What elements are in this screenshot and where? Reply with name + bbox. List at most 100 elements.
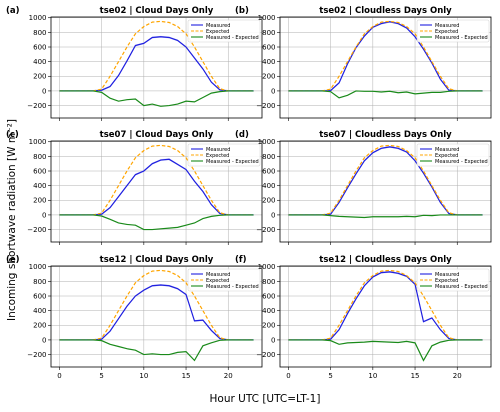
y-tick-label: 200 bbox=[33, 73, 46, 81]
y-tick-label: 1000 bbox=[29, 138, 47, 146]
legend-label: Measured - Expected bbox=[435, 284, 488, 290]
legend-label: Expected bbox=[206, 29, 229, 35]
legend-label: Measured - Expected bbox=[206, 35, 259, 41]
y-tick-label: 400 bbox=[262, 307, 275, 315]
x-tick-label: 5 bbox=[328, 372, 332, 380]
y-tick-label: 600 bbox=[33, 292, 46, 300]
legend-label: Measured - Expected bbox=[206, 284, 259, 290]
y-tick-label: −200 bbox=[27, 102, 46, 110]
y-tick-label: −200 bbox=[256, 102, 275, 110]
y-tick-label: 400 bbox=[33, 58, 46, 66]
y-tick-label: 0 bbox=[42, 87, 46, 95]
y-tick-label: 200 bbox=[262, 197, 275, 205]
series-line-measured bbox=[59, 158, 254, 216]
x-tick-label: 10 bbox=[139, 372, 148, 380]
x-tick-label: 10 bbox=[368, 372, 377, 380]
plot-frame bbox=[50, 16, 263, 119]
y-tick-label: −200 bbox=[27, 226, 46, 234]
legend-label: Measured - Expected bbox=[435, 159, 488, 165]
y-tick-label: 1000 bbox=[258, 14, 276, 22]
y-tick-label: 0 bbox=[42, 211, 46, 219]
legend-label: Expected bbox=[435, 29, 458, 35]
plot-frame bbox=[279, 16, 492, 119]
y-tick-label: 800 bbox=[33, 278, 46, 286]
panel-title: tse07 | Cloudless Days Only bbox=[319, 130, 452, 140]
panel-letter: (f) bbox=[235, 255, 247, 265]
legend-box bbox=[416, 143, 490, 167]
series-line-difference bbox=[59, 339, 254, 362]
x-tick-label: 15 bbox=[411, 372, 420, 380]
y-tick-label: 800 bbox=[262, 153, 275, 161]
legend-label: Measured - Expected bbox=[435, 35, 488, 41]
series-line-difference bbox=[288, 339, 483, 362]
y-tick-label: 200 bbox=[262, 73, 275, 81]
y-tick-label: 200 bbox=[262, 322, 275, 330]
chart-panel: −200 0 200 400 600 800 1000 (c) tse07 | Cloud Da… bbox=[6, 130, 263, 245]
plot-frame bbox=[50, 140, 263, 243]
series-line-expected bbox=[59, 269, 254, 341]
legend-box bbox=[416, 19, 490, 43]
measured-band bbox=[59, 35, 254, 92]
measured-band bbox=[59, 284, 254, 341]
chart-panel: −200 0 200 400 600 800 1000 (a) tse02 | Cloud Da… bbox=[6, 6, 263, 121]
panel-title: tse12 | Cloud Days Only bbox=[100, 255, 214, 265]
y-tick-label: 800 bbox=[262, 29, 275, 37]
legend-label: Expected bbox=[206, 153, 229, 159]
x-tick-label: 20 bbox=[224, 372, 233, 380]
legend-label: Measured bbox=[435, 272, 459, 278]
plot-frame bbox=[279, 140, 492, 243]
series-line-measured bbox=[59, 284, 254, 341]
y-tick-label: 600 bbox=[262, 167, 275, 175]
panel-letter: (c) bbox=[6, 130, 19, 140]
y-tick-label: 1000 bbox=[258, 263, 276, 271]
panel-title: tse07 | Cloud Days Only bbox=[100, 130, 214, 140]
measured-band bbox=[59, 158, 254, 216]
legend-label: Measured bbox=[206, 23, 230, 29]
y-tick-label: −200 bbox=[256, 226, 275, 234]
legend-label: Measured bbox=[435, 23, 459, 29]
series-line-expected bbox=[59, 144, 254, 216]
legend-label: Measured bbox=[435, 147, 459, 153]
series-line-difference bbox=[288, 214, 483, 219]
y-tick-label: −200 bbox=[27, 351, 46, 359]
series-line-expected bbox=[59, 20, 254, 92]
y-tick-label: 600 bbox=[262, 43, 275, 51]
chart-panel: −200 0 200 400 600 800 1000 (b) tse02 | Cloudles… bbox=[235, 6, 492, 121]
y-tick-label: 1000 bbox=[258, 138, 276, 146]
x-tick-label: 0 bbox=[57, 372, 61, 380]
legend-box bbox=[187, 19, 261, 43]
y-tick-label: 0 bbox=[271, 87, 275, 95]
x-tick-label: 5 bbox=[99, 372, 103, 380]
chart-panel: −200 0 200 400 600 800 1000 0 5 10 15 20 (f) tse12 | … bbox=[235, 255, 492, 380]
y-tick-label: 0 bbox=[271, 211, 275, 219]
y-tick-label: 200 bbox=[33, 197, 46, 205]
panel-title: tse12 | Cloudless Days Only bbox=[319, 255, 452, 265]
y-tick-label: 800 bbox=[262, 278, 275, 286]
plot-frame bbox=[50, 265, 263, 368]
series-line-expected bbox=[288, 20, 483, 92]
y-tick-label: 800 bbox=[33, 29, 46, 37]
legend-label: Expected bbox=[206, 278, 229, 284]
panel-letter: (b) bbox=[235, 6, 249, 16]
panel-title: tse02 | Cloudless Days Only bbox=[319, 6, 452, 16]
panel-letter: (d) bbox=[235, 130, 249, 140]
y-tick-label: 1000 bbox=[29, 14, 47, 22]
series-line-difference bbox=[59, 90, 254, 107]
chart-panel: −200 0 200 400 600 800 1000 (d) tse07 | Cloudles… bbox=[235, 130, 492, 245]
series-line-measured bbox=[59, 36, 254, 92]
series-line-difference bbox=[59, 214, 254, 231]
series-line-expected bbox=[288, 144, 483, 216]
plot-frame bbox=[279, 265, 492, 368]
y-tick-label: 400 bbox=[262, 182, 275, 190]
series-line-difference bbox=[288, 90, 483, 99]
x-tick-label: 20 bbox=[453, 372, 462, 380]
legend-label: Measured - Expected bbox=[206, 159, 259, 165]
y-tick-label: 0 bbox=[42, 336, 46, 344]
y-tick-label: −200 bbox=[256, 351, 275, 359]
y-tick-label: 400 bbox=[33, 307, 46, 315]
y-axis-label: Incoming shortwave radiation [W m⁻²] bbox=[6, 119, 18, 321]
legend-box bbox=[416, 268, 490, 292]
y-tick-label: 0 bbox=[271, 336, 275, 344]
